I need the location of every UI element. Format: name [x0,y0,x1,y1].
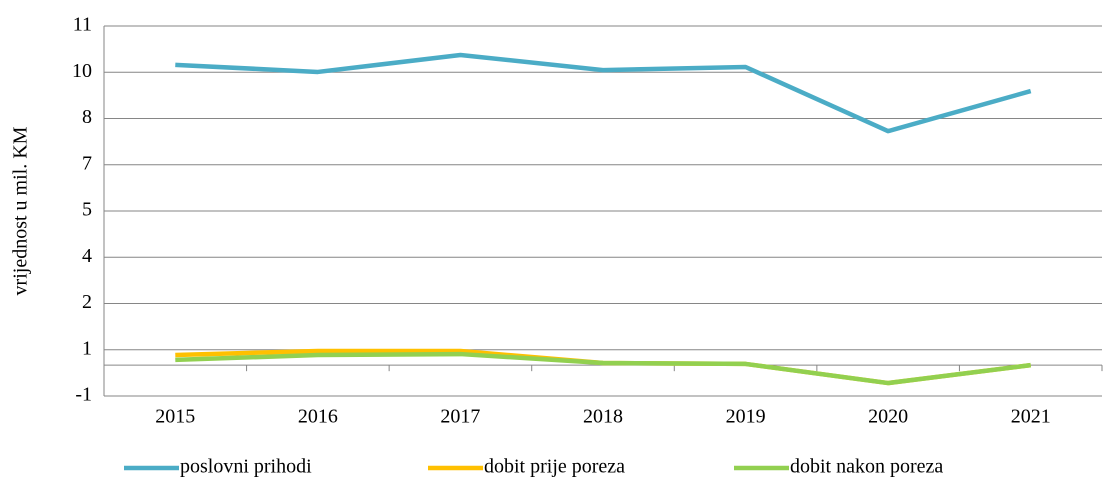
x-tick-label: 2016 [298,406,338,428]
legend-label: dobit nakon poreza [790,456,943,478]
y-tick-label: 2 [82,291,92,313]
y-axis-label: vrijednost u mil. KM [10,126,32,295]
x-tick-label: 2021 [1011,406,1051,428]
series-line [175,52,1032,134]
y-tick-label: 1 [82,337,92,359]
y-tick-label: 8 [82,106,92,128]
x-tick-label: 2015 [155,406,195,428]
series-line [175,351,1031,386]
y-tick-label: 4 [82,245,92,267]
x-tick-label: 2020 [868,406,908,428]
y-tick-label: 7 [82,152,92,174]
y-tick-label: -1 [75,384,92,406]
legend-label: dobit prije poreza [484,456,625,478]
legend-label: poslovni prihodi [180,456,312,478]
y-tick-label: 11 [73,14,92,36]
x-tick-label: 2018 [583,406,623,428]
y-tick-label: 5 [82,199,92,221]
x-tick-label: 2017 [440,406,480,428]
y-tick-label: 10 [72,60,92,82]
x-tick-label: 2019 [726,406,766,428]
